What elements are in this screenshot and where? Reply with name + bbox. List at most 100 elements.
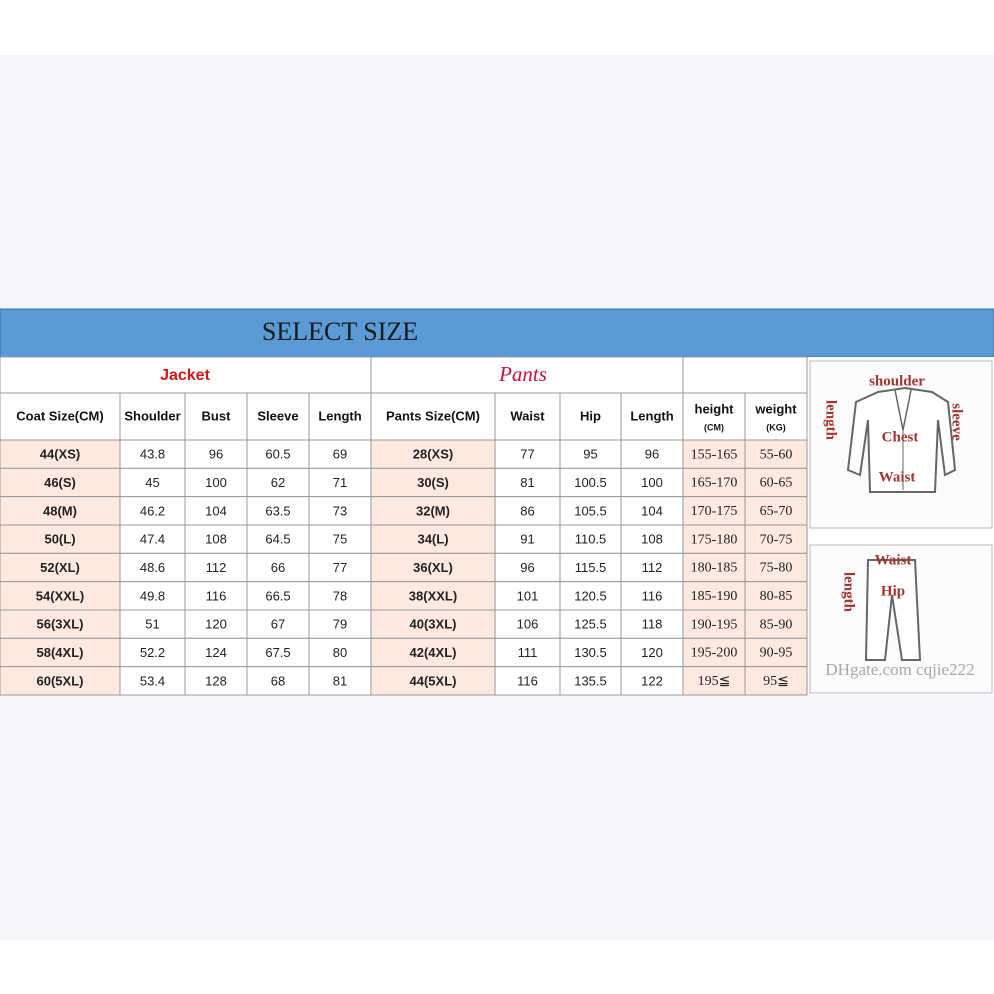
measurement: 79 bbox=[333, 617, 347, 632]
measurement: 128 bbox=[205, 673, 227, 688]
measurement: 104 bbox=[205, 503, 227, 518]
measurement: 75 bbox=[333, 532, 347, 547]
cell bbox=[119, 666, 186, 696]
cell bbox=[119, 496, 186, 526]
pants-diagram bbox=[809, 544, 993, 694]
body-range: 155-165 bbox=[691, 447, 738, 462]
body-range: 180-185 bbox=[691, 561, 738, 576]
cell bbox=[184, 439, 248, 469]
size-label: 30(S) bbox=[417, 475, 449, 490]
cell bbox=[370, 524, 496, 554]
diagram-label: Hip bbox=[881, 583, 905, 599]
cell bbox=[246, 581, 310, 611]
size-label: 48(M) bbox=[43, 503, 77, 518]
measurement: 81 bbox=[520, 475, 534, 490]
cell bbox=[184, 467, 248, 498]
body-range: 175-180 bbox=[691, 532, 738, 547]
diagram-label: length bbox=[823, 400, 839, 441]
body-range: 90-95 bbox=[760, 646, 793, 661]
measurement: 77 bbox=[333, 560, 347, 575]
measurement: 73 bbox=[333, 503, 347, 518]
column-header: weight bbox=[754, 401, 797, 416]
cell bbox=[559, 581, 622, 611]
cell bbox=[744, 524, 808, 554]
cell bbox=[0, 581, 121, 611]
measurement: 96 bbox=[645, 447, 659, 462]
column-header: height bbox=[695, 401, 735, 416]
diagram-label: sleeve bbox=[949, 403, 965, 441]
column-unit: (KG) bbox=[766, 422, 786, 432]
body-range: 170-175 bbox=[691, 504, 738, 519]
measurement: 66.5 bbox=[265, 588, 290, 603]
column-unit: (CM) bbox=[704, 422, 724, 432]
cell bbox=[559, 609, 622, 639]
measurement: 130.5 bbox=[574, 645, 607, 660]
measurement: 108 bbox=[205, 532, 227, 547]
cell bbox=[119, 552, 186, 583]
cell bbox=[682, 552, 746, 583]
measurement: 110.5 bbox=[575, 532, 607, 547]
size-label: 28(XS) bbox=[413, 447, 453, 462]
size-label: 42(4XL) bbox=[410, 645, 457, 660]
cell bbox=[494, 552, 561, 583]
cell bbox=[559, 439, 622, 469]
cell bbox=[682, 356, 808, 394]
measurement: 67 bbox=[271, 617, 285, 632]
cell bbox=[620, 467, 684, 498]
measurement: 45 bbox=[145, 475, 159, 490]
body-range: 70-75 bbox=[760, 532, 793, 547]
cell bbox=[682, 637, 746, 668]
measurement: 51 bbox=[145, 617, 159, 632]
cell bbox=[184, 637, 248, 668]
measurement: 67.5 bbox=[265, 645, 290, 660]
size-label: 60(5XL) bbox=[37, 673, 84, 688]
measurement: 68 bbox=[271, 673, 285, 688]
cell bbox=[0, 552, 121, 583]
cell bbox=[308, 439, 372, 469]
jacket-diagram bbox=[809, 360, 993, 529]
measurement: 80 bbox=[333, 645, 347, 660]
measurement: 62 bbox=[271, 475, 285, 490]
cell bbox=[559, 392, 622, 441]
cell bbox=[682, 609, 746, 639]
cell bbox=[0, 609, 121, 639]
measurement: 46.2 bbox=[140, 503, 165, 518]
cell bbox=[308, 666, 372, 696]
body-range: 60-65 bbox=[760, 476, 793, 491]
size-label: 58(4XL) bbox=[37, 645, 84, 660]
title-banner bbox=[0, 308, 994, 358]
cell bbox=[370, 356, 684, 394]
cell bbox=[119, 392, 186, 441]
measurement: 101 bbox=[517, 588, 539, 603]
cell bbox=[308, 581, 372, 611]
size-label: 52(XL) bbox=[40, 560, 80, 575]
measurement: 108 bbox=[641, 532, 663, 547]
size-label: 46(S) bbox=[44, 475, 76, 490]
measurement: 135.5 bbox=[574, 673, 607, 688]
cell bbox=[559, 496, 622, 526]
measurement: 124 bbox=[205, 645, 227, 660]
cell bbox=[184, 496, 248, 526]
size-label: 40(3XL) bbox=[410, 617, 457, 632]
measurement: 49.8 bbox=[140, 588, 165, 603]
measurement: 48.6 bbox=[140, 560, 165, 575]
size-label: 36(XL) bbox=[413, 560, 453, 575]
measurement: 96 bbox=[520, 560, 534, 575]
cell bbox=[494, 439, 561, 469]
body-range: 190-195 bbox=[691, 617, 738, 632]
column-header: Waist bbox=[510, 408, 545, 423]
measurement: 104 bbox=[641, 503, 663, 518]
measurement: 53.4 bbox=[140, 673, 165, 688]
measurement: 60.5 bbox=[265, 447, 290, 462]
cell bbox=[308, 637, 372, 668]
cell bbox=[119, 467, 186, 498]
body-range: 195≦ bbox=[698, 674, 731, 689]
diagram-label: Waist bbox=[879, 469, 916, 485]
cell bbox=[682, 524, 746, 554]
cell bbox=[620, 666, 684, 696]
diagram-label: Chest bbox=[882, 429, 919, 445]
size-label: 54(XXL) bbox=[36, 588, 84, 603]
cell bbox=[559, 637, 622, 668]
body-range: 95≦ bbox=[763, 674, 789, 689]
cell bbox=[744, 496, 808, 526]
